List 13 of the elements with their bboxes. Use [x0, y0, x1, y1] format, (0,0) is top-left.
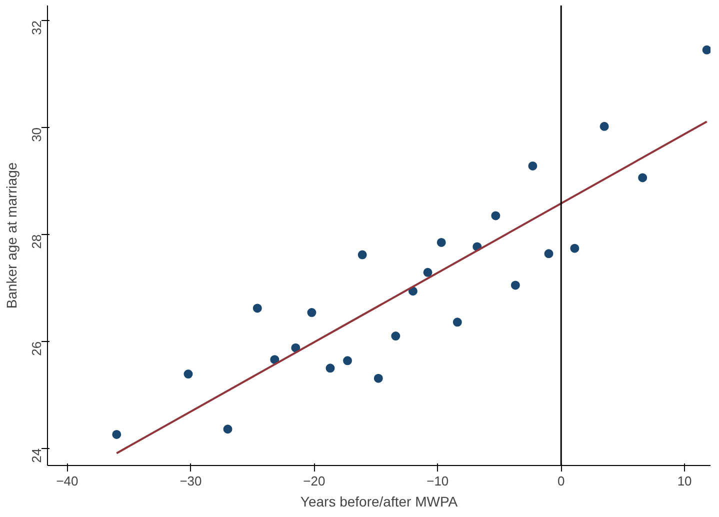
y-tick-label: 24	[29, 448, 44, 463]
y-tick-label: 26	[29, 341, 44, 356]
y-tick-label: 30	[29, 127, 44, 142]
y-axis-title: Banker age at marriage	[4, 162, 20, 309]
x-tick-label: −20	[303, 474, 326, 488]
x-tick-label: −40	[56, 474, 78, 488]
x-tick-label: 0	[557, 474, 565, 488]
y-tick-label: 28	[29, 234, 44, 249]
x-axis-title: Years before/after MWPA	[300, 494, 458, 510]
x-tick-label: 10	[677, 474, 692, 488]
x-tick-label: −10	[426, 474, 449, 488]
x-tick-label: −30	[180, 474, 202, 488]
y-tick-label: 32	[29, 20, 44, 35]
